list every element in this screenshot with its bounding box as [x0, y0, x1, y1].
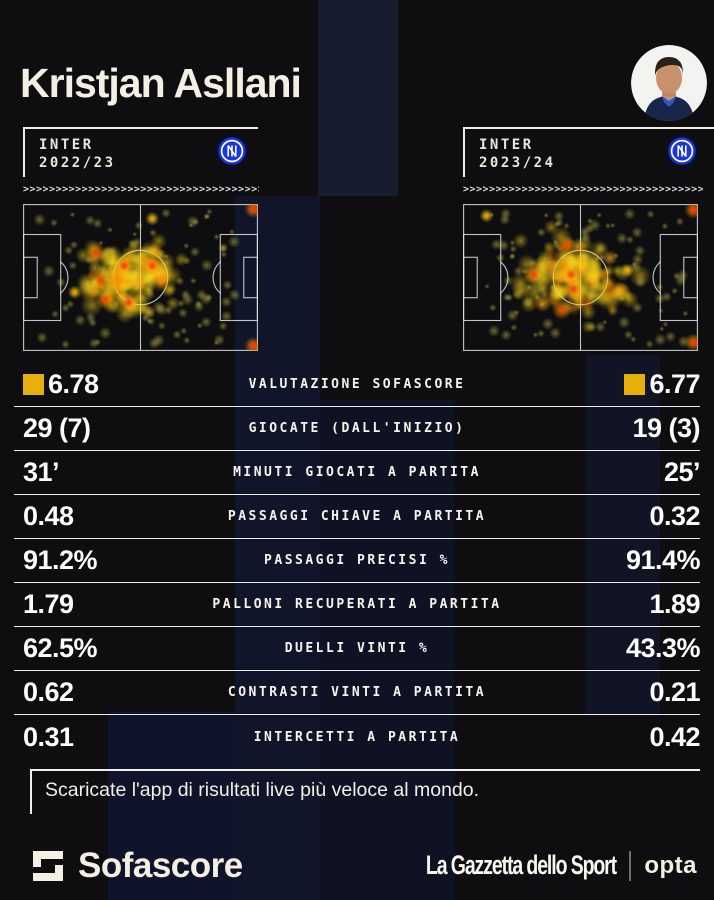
- right-value: 1.89: [649, 589, 700, 619]
- stat-label: GIOCATE (DALL'INIZIO): [248, 421, 466, 436]
- stat-label: PASSAGGI PRECISI %: [264, 553, 450, 568]
- player-name: Kristjan Asllani: [20, 60, 302, 106]
- stats-table: 6.78 VALUTAZIONE SOFASCORE 6.77 29 (7) G…: [14, 363, 701, 759]
- stat-row-rating: 6.78 VALUTAZIONE SOFASCORE 6.77: [14, 363, 700, 407]
- app-promo-text: Scaricate l'app di risultati live più ve…: [45, 779, 480, 801]
- stat-label: MINUTI GIOCATI A PARTITA: [233, 465, 481, 480]
- left-value: 0.62: [23, 677, 74, 707]
- player-avatar: [631, 45, 707, 121]
- left-value: 0.31: [23, 721, 74, 752]
- stat-label: INTERCETTI A PARTITA: [253, 729, 461, 745]
- right-value: 43.3%: [625, 633, 701, 663]
- stat-row: 0.31 INTERCETTI A PARTITA 0.42: [14, 715, 701, 759]
- divider-line: [629, 850, 632, 881]
- right-value: 25’: [663, 457, 701, 487]
- chevron-divider: >>>>>>>>>>>>>>>>>>>>>>>>>>>>>>>>>>>>>: [463, 184, 703, 195]
- stat-row: 0.62 CONTRASTI VINTI A PARTITA 0.21: [14, 671, 701, 715]
- sofascore-brand: Sofascore: [30, 846, 243, 886]
- heatmap-2022-23: [23, 204, 258, 351]
- season-label: 2022/23: [39, 155, 116, 172]
- stat-row: 91.2% PASSAGGI PRECISI % 91.4%: [14, 539, 701, 583]
- right-value: 6.77: [562, 369, 700, 400]
- left-value: 29 (7): [23, 413, 91, 443]
- rating-square-icon: [23, 374, 44, 395]
- chevron-divider: >>>>>>>>>>>>>>>>>>>>>>>>>>>>>>>>>>>>>: [23, 184, 259, 195]
- player-photo-icon: [631, 45, 707, 121]
- stat-row: 1.79 PALLONI RECUPERATI A PARTITA 1.89: [14, 583, 701, 627]
- rating-square-icon: [624, 374, 646, 395]
- stat-label: CONTRASTI VINTI A PARTITA: [227, 685, 487, 700]
- app-promo: Scaricate l'app di risultati live più ve…: [30, 769, 700, 814]
- team-box-2022-23: INTER 2022/23: [23, 127, 258, 177]
- gazzetta-wordmark: La Gazzetta dello Sport: [426, 850, 617, 880]
- stat-row: 29 (7) GIOCATE (DALL'INIZIO) 19 (3): [14, 407, 701, 451]
- value-text: 6.77: [649, 369, 700, 399]
- right-value: 91.4%: [625, 545, 701, 575]
- left-value: 31’: [23, 457, 60, 487]
- stat-label: VALUTAZIONE SOFASCORE: [248, 377, 466, 392]
- sofascore-wordmark: Sofascore: [78, 846, 243, 885]
- stat-label: PASSAGGI CHIAVE A PARTITA: [227, 509, 487, 524]
- value-text: 6.78: [48, 369, 99, 399]
- left-value: 0.48: [23, 501, 74, 531]
- inter-crest-icon: [666, 135, 698, 167]
- partner-logos: La Gazzetta dello Sport opta: [352, 850, 697, 881]
- sofascore-logo-icon: [33, 851, 63, 881]
- heatmap-2023-24: [463, 204, 698, 351]
- opta-wordmark: opta: [644, 851, 697, 879]
- season-label: 2023/24: [479, 155, 556, 172]
- stat-row: 31’ MINUTI GIOCATI A PARTITA 25’: [14, 451, 701, 495]
- stat-label: PALLONI RECUPERATI A PARTITA: [212, 597, 502, 612]
- stat-row: 62.5% DUELLI VINTI % 43.3%: [14, 627, 701, 671]
- right-value: 0.42: [649, 721, 700, 752]
- left-value: 91.2%: [23, 545, 98, 575]
- right-value: 0.21: [649, 677, 700, 707]
- team-box-2023-24: INTER 2023/24: [463, 127, 714, 177]
- right-value: 19 (3): [632, 413, 700, 443]
- right-value: 0.32: [649, 501, 700, 531]
- team-name: INTER: [39, 137, 94, 153]
- team-name: INTER: [479, 137, 534, 153]
- stat-row: 0.48 PASSAGGI CHIAVE A PARTITA 0.32: [14, 495, 701, 539]
- left-value: 1.79: [23, 589, 74, 619]
- left-value: 6.78: [14, 369, 152, 400]
- background-stripe: [318, 0, 398, 196]
- left-value: 62.5%: [23, 633, 98, 663]
- inter-crest-icon: [216, 135, 248, 167]
- stat-label: DUELLI VINTI %: [284, 641, 430, 656]
